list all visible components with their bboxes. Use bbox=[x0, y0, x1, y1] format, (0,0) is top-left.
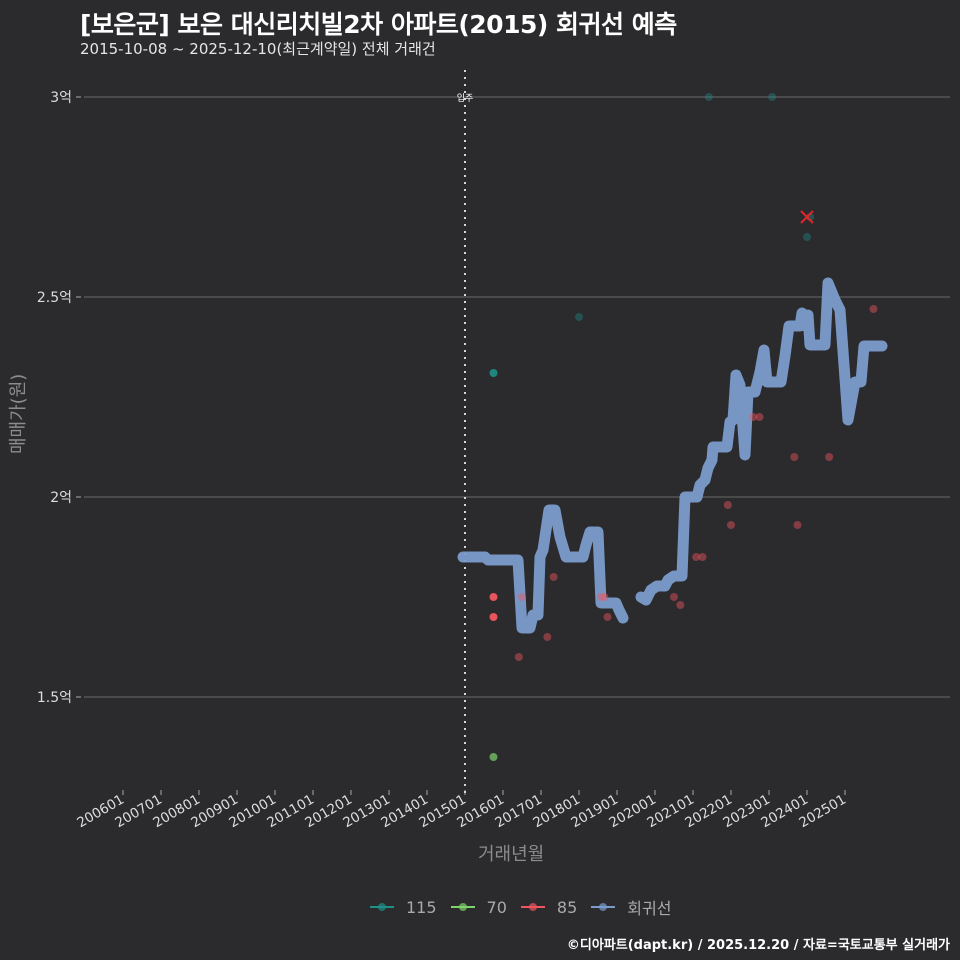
data-point-85 bbox=[514, 653, 523, 661]
data-point-85 bbox=[723, 501, 732, 509]
data-point-85 bbox=[793, 521, 802, 529]
data-point-115 bbox=[768, 93, 777, 101]
legend-label: 70 bbox=[486, 897, 507, 917]
data-point-115 bbox=[489, 369, 498, 377]
move-in-label: 입주 bbox=[457, 92, 474, 104]
legend-label: 회귀선 bbox=[627, 899, 672, 918]
data-point-85 bbox=[489, 613, 498, 621]
data-point-115 bbox=[575, 313, 583, 321]
data-point-85 bbox=[489, 593, 498, 601]
legend-key-icon bbox=[591, 902, 616, 912]
source-caption: ©디아파트(dapt.kr) / 2025.12.20 / 자료=국토교통부 실… bbox=[566, 938, 950, 953]
y-tick-label: 3억 bbox=[50, 90, 72, 106]
data-point-85 bbox=[727, 521, 735, 529]
legend-label: 85 bbox=[556, 897, 578, 917]
data-point-85 bbox=[518, 593, 526, 601]
data-point-115 bbox=[704, 93, 713, 101]
data-point-85 bbox=[597, 593, 606, 601]
regression-line bbox=[457, 504, 629, 634]
chart-title: [보은군] 보은 대신리치빌2차 아파트(2015) 회귀선 예측 bbox=[80, 10, 677, 39]
data-point-70 bbox=[489, 753, 498, 761]
data-point-85 bbox=[749, 413, 758, 421]
data-point-85 bbox=[825, 453, 834, 461]
legend-item-regression: 회귀선 bbox=[591, 895, 671, 919]
legend-label: 115 bbox=[406, 897, 437, 917]
data-point-85 bbox=[698, 553, 707, 561]
y-axis-label: 매매가(원) bbox=[8, 373, 29, 454]
data-point-85 bbox=[869, 305, 878, 313]
data-point-85 bbox=[692, 553, 701, 561]
data-point-85 bbox=[549, 573, 558, 581]
y-tick-label: 1.5억 bbox=[37, 690, 72, 706]
legend-key-icon bbox=[450, 902, 475, 912]
chart-subtitle: 2015-10-08 ~ 2025-12-10(최근계약일) 전체 거래건 bbox=[80, 40, 436, 58]
legend-item-85: 85 bbox=[520, 897, 578, 917]
legend: 115 70 85 회귀선 bbox=[370, 895, 671, 919]
y-tick-label: 2.5억 bbox=[37, 290, 72, 306]
x-axis-label: 거래년월 bbox=[478, 844, 545, 865]
data-point-85 bbox=[676, 601, 685, 609]
legend-key-icon bbox=[370, 902, 394, 912]
data-point-85 bbox=[755, 413, 764, 421]
data-point-85 bbox=[603, 613, 612, 621]
data-point-85 bbox=[600, 593, 609, 601]
y-tick-label: 2억 bbox=[50, 490, 72, 506]
latest-marker-x-icon bbox=[800, 210, 814, 224]
regression-line bbox=[635, 277, 888, 606]
data-point-85 bbox=[790, 453, 799, 461]
legend-item-70: 70 bbox=[450, 897, 507, 917]
data-point-115 bbox=[803, 233, 811, 241]
data-point-85 bbox=[543, 633, 552, 641]
legend-key-icon bbox=[520, 902, 545, 912]
data-point-85 bbox=[670, 593, 678, 601]
legend-item-115: 115 bbox=[370, 898, 437, 917]
